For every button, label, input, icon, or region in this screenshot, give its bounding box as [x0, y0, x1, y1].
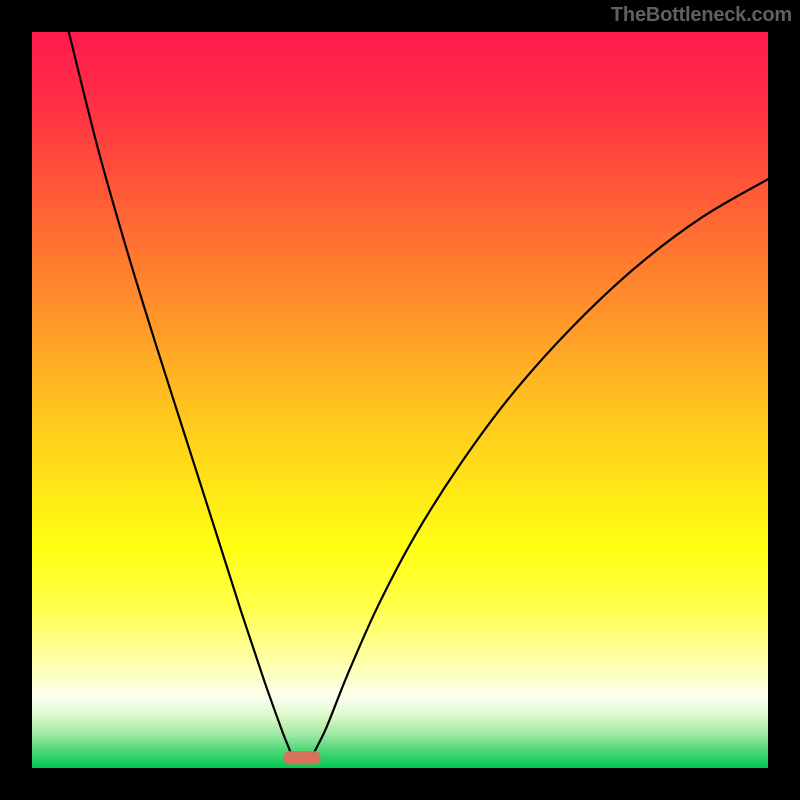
watermark-text: TheBottleneck.com: [611, 4, 792, 27]
plot-svg: [0, 0, 800, 800]
chart-root: TheBottleneck.com: [0, 0, 800, 800]
heatmap-gradient-background: [32, 32, 768, 768]
ideal-range-marker: [284, 751, 321, 764]
